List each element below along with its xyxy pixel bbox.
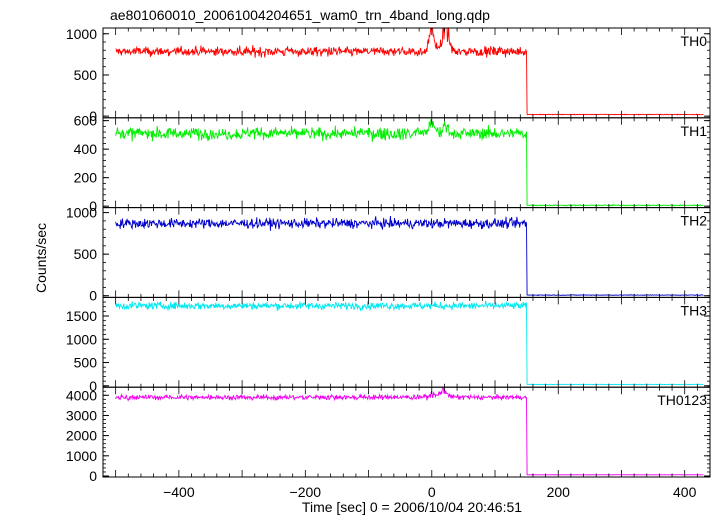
x-tick-label: −400 bbox=[163, 484, 195, 500]
y-tick-label: 3000 bbox=[66, 407, 97, 423]
panel-frame bbox=[102, 27, 711, 119]
panel-label: TH3 bbox=[681, 302, 708, 318]
y-tick-label: 0 bbox=[89, 468, 97, 484]
panels: 0 500 1000 TH0 0 200 400 600 TH1 0 500 1000 TH2 0 500 1… bbox=[66, 26, 711, 500]
y-tick-label: 1000 bbox=[66, 448, 97, 464]
y-tick-label: 2000 bbox=[66, 428, 97, 444]
panel-label: TH1 bbox=[681, 123, 708, 139]
y-tick-label: 500 bbox=[74, 246, 98, 262]
y-tick-label: 1000 bbox=[66, 331, 97, 347]
series-line-th0123 bbox=[115, 387, 704, 476]
x-tick-label: −200 bbox=[290, 484, 322, 500]
panel-frame bbox=[102, 296, 711, 388]
y-tick-label: 200 bbox=[74, 170, 98, 186]
x-axis-label: Time [sec] 0 = 2006/10/04 20:46:51 bbox=[302, 499, 522, 515]
y-tick-label: 1500 bbox=[66, 308, 97, 324]
y-tick-label: 500 bbox=[74, 67, 98, 83]
chart-title: ae801060010_20061004204651_wam0_trn_4ban… bbox=[110, 7, 490, 23]
y-tick-label: 0 bbox=[89, 378, 97, 394]
panel-frame bbox=[102, 386, 711, 478]
panel-th0: 0 500 1000 TH0 bbox=[66, 26, 711, 124]
y-tick-label: 0 bbox=[89, 108, 97, 124]
y-axis-label: Counts/sec bbox=[33, 223, 49, 293]
panel-label: TH0 bbox=[681, 33, 708, 49]
y-tick-label: 1000 bbox=[66, 26, 97, 42]
x-tick-label: 400 bbox=[673, 484, 697, 500]
series-line-th2 bbox=[115, 216, 704, 297]
series-line-th3 bbox=[115, 300, 704, 386]
y-tick-label: 500 bbox=[74, 355, 98, 371]
panel-th1: 0 200 400 600 TH1 bbox=[74, 113, 711, 214]
panel-frame bbox=[102, 207, 711, 298]
panel-th2: 0 500 1000 TH2 bbox=[66, 205, 711, 304]
panel-th0123: 0 1000 2000 3000 4000 TH0123 −400 −200 0 200 400 bbox=[66, 386, 711, 500]
y-tick-label: 1000 bbox=[66, 205, 97, 221]
series-line-th0 bbox=[115, 28, 704, 116]
y-tick-label: 4000 bbox=[66, 387, 97, 403]
panel-label: TH2 bbox=[681, 213, 708, 229]
series-line-th1 bbox=[115, 119, 704, 207]
panel-label: TH0123 bbox=[657, 392, 707, 408]
x-tick-label: 0 bbox=[428, 484, 436, 500]
panel-th3: 0 500 1000 1500 TH3 bbox=[66, 296, 711, 394]
y-tick-label: 0 bbox=[89, 198, 97, 214]
x-tick-label: 200 bbox=[547, 484, 571, 500]
y-tick-label: 600 bbox=[74, 113, 98, 129]
y-tick-label: 0 bbox=[89, 288, 97, 304]
y-tick-label: 400 bbox=[74, 141, 98, 157]
